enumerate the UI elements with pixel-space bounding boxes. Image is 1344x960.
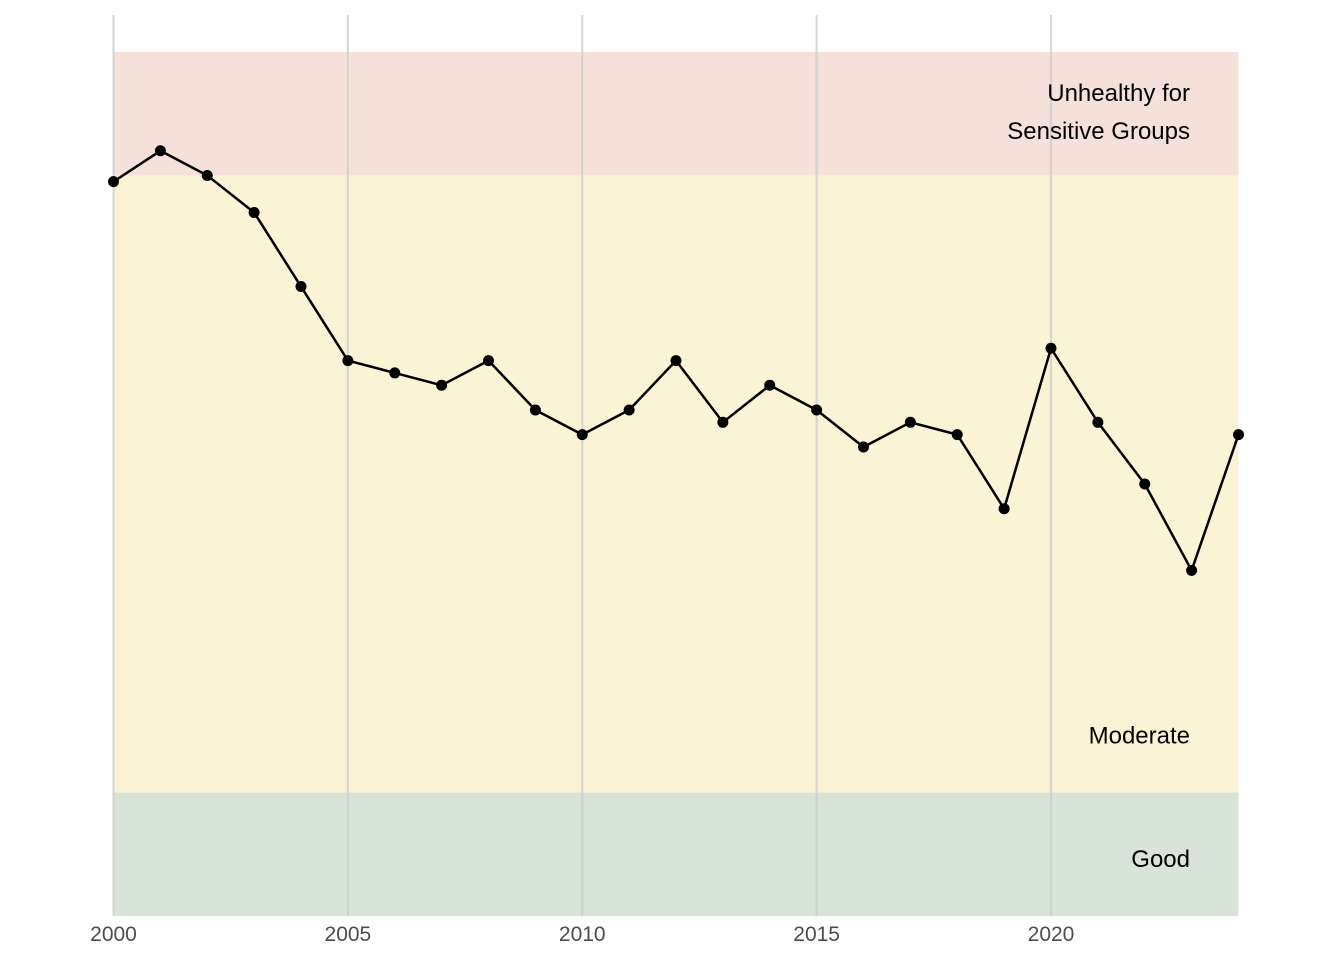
vertical-gridlines: [112, 15, 1053, 916]
x-tick-label-2015: 2015: [793, 923, 840, 946]
band-label-moderate: Moderate: [1089, 723, 1190, 750]
data-points: [108, 145, 1244, 576]
data-point-2016: [858, 441, 869, 453]
band-unhealthy-for-sensitive-groups: [113, 52, 1239, 176]
data-point-2004: [295, 281, 307, 293]
x-tick-label-2000: 2000: [90, 923, 137, 946]
data-point-2022: [1139, 478, 1151, 490]
data-point-2023: [1186, 564, 1198, 576]
data-point-2019: [998, 503, 1010, 515]
data-point-2012: [670, 355, 682, 367]
data-point-2008: [483, 355, 494, 367]
data-point-2014: [764, 379, 776, 391]
data-point-2003: [248, 206, 260, 218]
data-point-2011: [623, 404, 635, 416]
band-labels: Good Moderate Unhealthy for Sensitive Group…: [1007, 80, 1190, 873]
data-point-2017: [904, 416, 916, 428]
x-tick-label-2010: 2010: [559, 923, 606, 946]
band-label-unhealthy-for-sensitive-groups: Unhealthy for Sensitive Groups: [1007, 80, 1190, 145]
data-point-2001: [154, 145, 166, 157]
x-tick-label-2005: 2005: [325, 923, 372, 946]
band-good: [113, 792, 1239, 916]
data-point-2018: [951, 429, 963, 441]
data-point-2007: [436, 379, 448, 391]
data-point-2024: [1233, 429, 1244, 441]
data-point-2010: [576, 429, 588, 441]
data-point-2009: [529, 404, 541, 416]
data-point-2020: [1045, 342, 1057, 354]
data-point-2015: [811, 404, 823, 416]
x-axis-tick-labels: 2000 2005 2010 2015 2020: [90, 923, 1074, 946]
data-point-2000: [108, 176, 119, 188]
x-tick-label-2020: 2020: [1028, 923, 1075, 946]
band-label-good: Good: [1131, 846, 1190, 873]
data-point-2002: [201, 169, 213, 181]
band-moderate: [113, 175, 1239, 793]
data-point-2021: [1092, 416, 1104, 428]
category-bands: [113, 52, 1239, 916]
data-point-2013: [717, 416, 729, 428]
data-point-2006: [389, 367, 401, 379]
data-point-2005: [342, 355, 354, 367]
